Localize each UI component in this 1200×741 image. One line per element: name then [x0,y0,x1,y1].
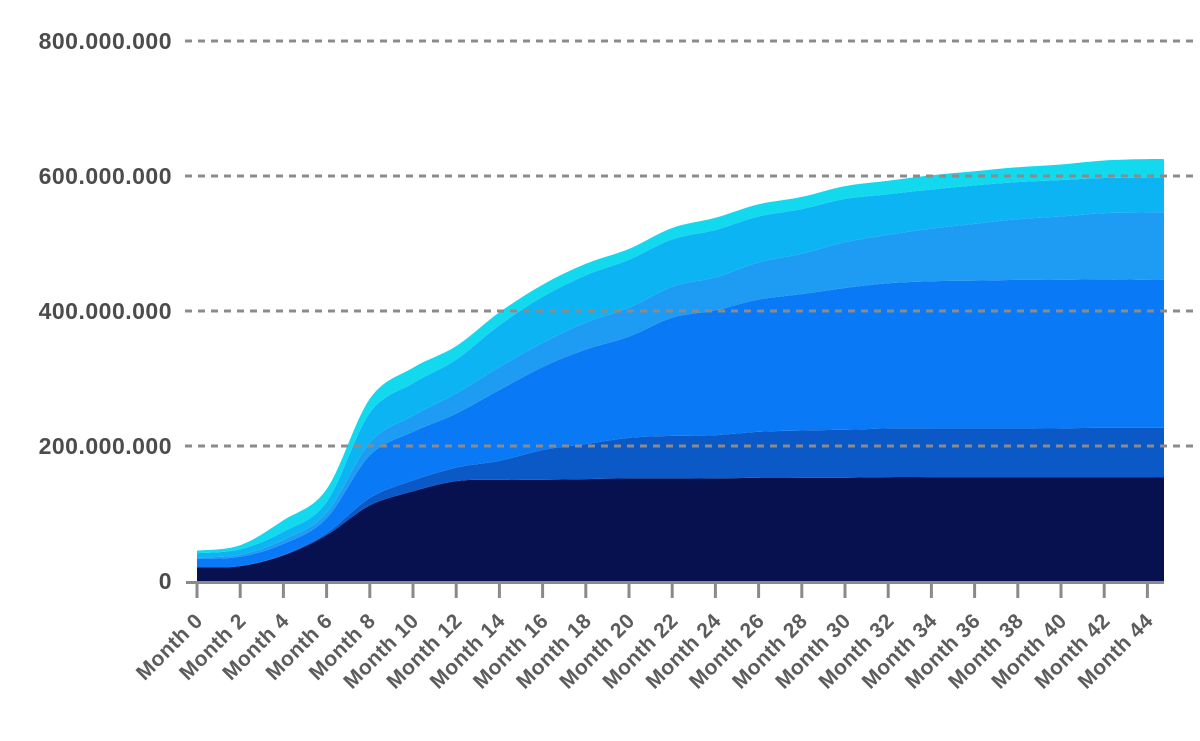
y-axis-label-0m: 0 [159,568,172,594]
area-band-series-1-bottom-dark-navy [197,477,1164,581]
y-axis-label-800m: 800.000.000 [39,28,172,54]
y-axis-label-400m: 400.000.000 [39,298,172,324]
area-band-series-5-sky-blue [197,177,1164,558]
x-axis [186,581,1164,598]
y-axis-label-200m: 200.000.000 [39,433,172,459]
area-band-series-4-azure-blue [197,212,1164,559]
area-bands [197,159,1164,581]
y-axis-label-600m: 600.000.000 [39,163,172,189]
area-band-series-2-steel-blue [197,427,1164,568]
y-axis-labels: 0 200.000.000 400.000.000 600.000.000 800.00… [39,28,172,594]
area-band-series-3-vivid-blue [197,279,1164,568]
